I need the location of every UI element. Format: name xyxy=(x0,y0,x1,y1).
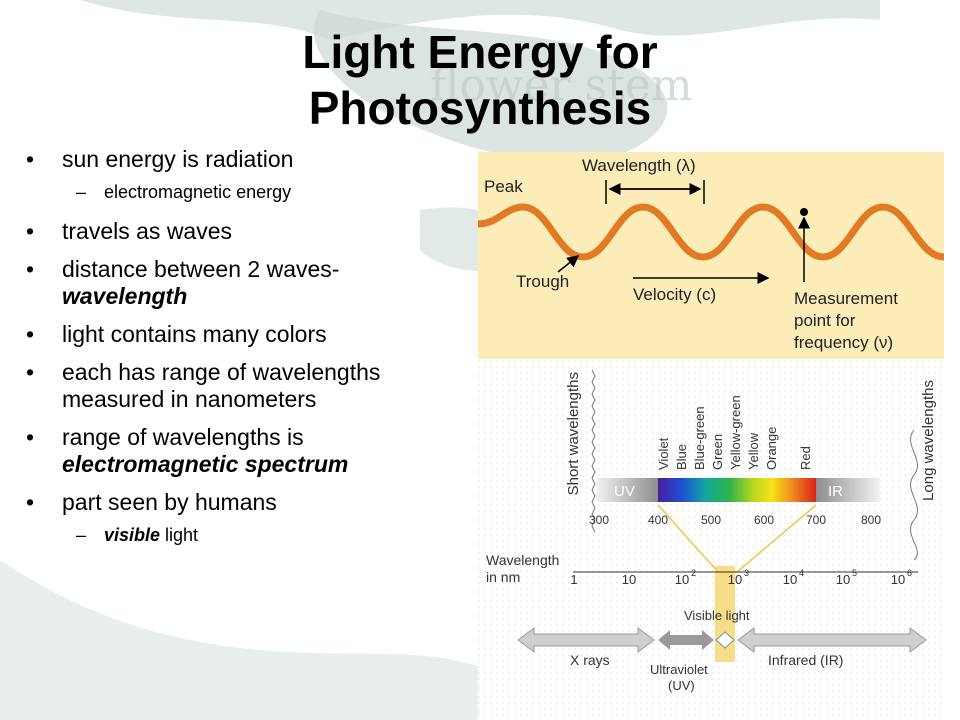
svg-text:10: 10 xyxy=(728,572,742,587)
velocity-label: Velocity (c) xyxy=(633,285,716,304)
svg-text:10: 10 xyxy=(836,572,850,587)
svg-text:800: 800 xyxy=(861,513,881,527)
nm-ticks: 300 400 500 600 700 800 xyxy=(589,513,881,527)
log-tick-exponents: 2 3 4 5 6 xyxy=(691,568,912,578)
bullet-list: • sun energy is radiation – electromagneti… xyxy=(26,146,466,561)
measurement-label-2: point for xyxy=(794,311,856,330)
ir-label: IR xyxy=(828,483,843,500)
dash-mark: – xyxy=(76,182,87,202)
svg-text:10: 10 xyxy=(783,572,797,587)
ultraviolet-label-2: (UV) xyxy=(668,678,695,693)
uv-band xyxy=(596,478,658,502)
log-ticks: 1 10 10 10 10 10 10 xyxy=(570,572,905,587)
bullet-text: distance between 2 waves- xyxy=(62,256,340,282)
bullet-item: • range of wavelengths is electromagnetic … xyxy=(26,424,466,478)
svg-text:300: 300 xyxy=(589,513,609,527)
color-label-violet: Violet xyxy=(656,437,671,470)
bullet-text: each has range of wavelengths measured i… xyxy=(62,359,381,412)
sub-bullet-emphasis: visible xyxy=(104,525,161,545)
color-label-yellow-green: Yellow-green xyxy=(728,395,743,470)
visible-band xyxy=(658,478,816,502)
watermark-text: flower stem xyxy=(430,60,693,111)
dash-mark: – xyxy=(76,525,87,545)
visible-arrow xyxy=(715,631,735,649)
svg-text:700: 700 xyxy=(806,513,826,527)
long-wavelengths-label: Long wavelengths xyxy=(920,380,937,501)
spectrum-diagram: Short wavelengths Long wavelengths Viole… xyxy=(478,360,944,720)
wavelength-nm-label-1: Wavelength xyxy=(486,552,559,568)
bullet-text: part seen by humans xyxy=(62,489,277,515)
sub-bullet-item: – electromagnetic energy xyxy=(76,181,466,203)
svg-text:6: 6 xyxy=(907,568,912,578)
bullet-item: • travels as waves xyxy=(26,218,466,245)
svg-text:1: 1 xyxy=(570,572,577,587)
svg-text:500: 500 xyxy=(701,513,721,527)
sub-bullet-text: light xyxy=(160,525,199,545)
bullet-item: • each has range of wavelengths measured … xyxy=(26,359,466,413)
xray-arrow xyxy=(517,627,655,653)
svg-text:3: 3 xyxy=(744,568,749,578)
short-wave-squiggle xyxy=(591,369,596,533)
sub-bullet-text: electromagnetic energy xyxy=(104,182,292,202)
bullet-dot: • xyxy=(26,321,35,347)
svg-text:2: 2 xyxy=(691,568,696,578)
color-label-red: Red xyxy=(798,446,813,470)
spectrum-grid xyxy=(478,360,944,720)
bullet-text: travels as waves xyxy=(62,218,233,244)
visible-light-label: Visible light xyxy=(684,608,750,623)
page-title: Light Energy for Photosynthesis xyxy=(150,24,810,136)
bullet-dot: • xyxy=(26,424,35,450)
svg-text:400: 400 xyxy=(648,513,668,527)
wave-line xyxy=(478,203,944,261)
bullet-item: • part seen by humans xyxy=(26,489,466,516)
wavelength-label: Wavelength (λ) xyxy=(582,156,696,175)
wavelength-nm-label-2: in nm xyxy=(486,569,520,585)
color-label-orange: Orange xyxy=(764,427,779,470)
measurement-point xyxy=(800,208,808,216)
svg-text:5: 5 xyxy=(852,568,857,578)
infrared-arrow xyxy=(737,627,927,653)
measurement-label-1: Measurement xyxy=(794,289,898,308)
infrared-label: Infrared (IR) xyxy=(768,652,843,668)
bullet-emphasis: wavelength xyxy=(62,283,188,309)
ir-band xyxy=(816,478,880,502)
svg-text:10: 10 xyxy=(891,572,905,587)
long-wave-squiggle xyxy=(910,429,918,561)
uv-label: UV xyxy=(614,483,635,500)
color-label-yellow: Yellow xyxy=(746,432,761,470)
bullet-dot: • xyxy=(26,256,35,282)
bullet-item: • sun energy is radiation xyxy=(26,146,466,173)
peak-label: Peak xyxy=(484,177,523,196)
svg-text:10: 10 xyxy=(675,572,689,587)
bullet-item: • light contains many colors xyxy=(26,321,466,348)
title-line-2: Photosynthesis xyxy=(308,82,652,134)
color-label-blue: Blue xyxy=(674,444,689,470)
ultraviolet-label-1: Ultraviolet xyxy=(650,662,708,677)
uv-arrow xyxy=(658,630,714,650)
bullet-dot: • xyxy=(26,218,35,244)
sub-bullet-item: – visible light xyxy=(76,524,466,546)
bullet-emphasis: electromagnetic spectrum xyxy=(62,451,349,477)
svg-text:10: 10 xyxy=(622,572,636,587)
measurement-label-3: frequency (ν) xyxy=(794,333,893,352)
bullet-text: sun energy is radiation xyxy=(62,146,294,172)
color-label-green: Green xyxy=(710,434,725,470)
title-line-1: Light Energy for xyxy=(302,26,658,78)
xrays-label: X rays xyxy=(570,652,610,668)
color-label-blue-green: Blue-green xyxy=(692,406,707,470)
wave-diagram: Wavelength (λ) Peak Trough Velocity (c) … xyxy=(478,152,944,359)
color-labels: Violet Blue Blue-green Green Yellow-gree… xyxy=(656,395,813,470)
short-wavelengths-label: Short wavelengths xyxy=(565,372,582,495)
svg-text:600: 600 xyxy=(754,513,774,527)
bullet-text: range of wavelengths is xyxy=(62,424,304,450)
bullet-text: light contains many colors xyxy=(62,321,327,347)
bullet-dot: • xyxy=(26,489,35,515)
bullet-dot: • xyxy=(26,359,35,385)
bullet-item: • distance between 2 waves-wavelength xyxy=(26,256,466,310)
svg-text:4: 4 xyxy=(799,568,804,578)
trough-label: Trough xyxy=(516,272,569,291)
trough-pointer xyxy=(557,255,580,273)
bullet-dot: • xyxy=(26,146,35,172)
